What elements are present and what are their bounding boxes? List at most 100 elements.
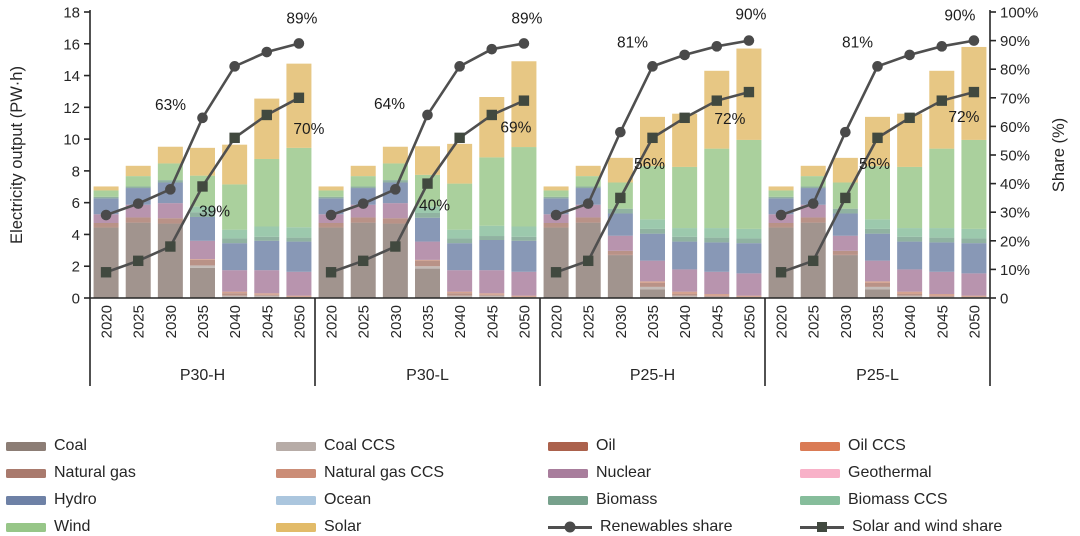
legend-swatch xyxy=(276,441,316,451)
bar-segment-hydro xyxy=(929,242,955,272)
legend-label: Natural gas xyxy=(54,464,136,481)
bar-segment-coal-ccs xyxy=(415,266,440,269)
left-tick-label: 12 xyxy=(63,100,80,117)
legend-label: Coal xyxy=(54,437,87,454)
bar-segment-coal-ccs xyxy=(897,295,923,298)
bar-segment-nuclear xyxy=(897,269,923,292)
bar-segment-nuclear xyxy=(415,241,440,260)
square-marker xyxy=(583,255,594,267)
share-annotation: 40% xyxy=(419,198,450,215)
bar-segment-biomass-ccs xyxy=(736,228,762,239)
circle-marker xyxy=(100,209,112,221)
bar-segment-natural-gas xyxy=(479,294,505,296)
circle-marker xyxy=(968,35,980,46)
year-label: 2030 xyxy=(838,305,855,338)
bar-segment-natural-gas xyxy=(768,223,794,227)
bar-segment-wind xyxy=(961,139,987,229)
bar-segment-natural-gas-ccs xyxy=(736,295,762,297)
legend-item-coal-ccs: Coal CCS xyxy=(276,437,395,455)
bar-segment-natural-gas xyxy=(640,282,665,287)
square-marker xyxy=(679,112,690,124)
square-marker xyxy=(165,241,176,252)
bar-segment-natural-gas xyxy=(704,295,730,297)
left-tick-label: 6 xyxy=(72,195,80,212)
bar-segment-natural-gas xyxy=(800,217,826,223)
right-tick-label: 30% xyxy=(1000,205,1030,222)
bar-segment-nuclear xyxy=(736,273,762,296)
group-label-P30-L: P30-L xyxy=(406,367,449,384)
bar-segment-biomass xyxy=(736,238,762,244)
square-marker xyxy=(518,95,530,106)
bar-segment-coal xyxy=(832,255,858,298)
circle-marker xyxy=(647,61,658,72)
bar-segment-natural-gas-ccs xyxy=(897,291,923,295)
share-annotation: 81% xyxy=(842,34,873,51)
bar-segment-natural-gas-ccs xyxy=(961,295,987,297)
circle-marker xyxy=(711,41,723,52)
bar-segment-natural-gas-ccs xyxy=(511,295,537,297)
bar-segment-biomass xyxy=(543,196,569,199)
right-axis-ticks: 0 10% 20% 30% 40% 50% 60% 70% 80% 90% 100% xyxy=(990,5,1038,308)
legend-label: Natural gas CCS xyxy=(324,464,445,481)
square-marker xyxy=(390,241,401,252)
bar-segment-biomass xyxy=(286,237,312,242)
bar-segment-biomass-ccs xyxy=(190,206,215,213)
bar-segment-natural-gas xyxy=(607,250,633,255)
bar-segment-biomass xyxy=(190,212,215,217)
bar-segment-natural-gas xyxy=(575,217,601,223)
legend-swatch xyxy=(800,468,840,478)
circle-marker xyxy=(582,198,594,209)
share-annotation: 70% xyxy=(293,121,324,138)
bar-segment-hydro xyxy=(93,198,119,215)
bar-segment-wind xyxy=(93,190,119,197)
square-marker xyxy=(100,267,112,278)
bar-segment-natural-gas xyxy=(865,282,890,287)
bar-segment-nuclear xyxy=(222,270,248,292)
bar-segment-wind xyxy=(222,184,248,230)
legend-swatch xyxy=(548,468,588,478)
bar-segment-coal-ccs xyxy=(222,295,248,298)
bar-segment-solar xyxy=(382,146,408,164)
bar-segment-natural-gas xyxy=(125,217,151,223)
bar-segment-nuclear xyxy=(350,204,376,218)
bar-segment-coal xyxy=(157,223,183,298)
bar-segment-wind xyxy=(865,166,890,220)
legend-label: Oil CCS xyxy=(848,437,906,454)
share-lines-P30-L: 64% 89% 40% 69% xyxy=(325,10,543,278)
circle-marker xyxy=(936,41,948,52)
legend-label: Geothermal xyxy=(848,464,932,481)
share-annotation: 72% xyxy=(948,109,979,126)
bar-segment-natural-gas-ccs xyxy=(415,259,440,261)
year-label: 2020 xyxy=(549,305,566,338)
bar-segment-wind xyxy=(640,166,665,220)
bar-segment-biomass-ccs xyxy=(254,226,280,237)
circle-marker xyxy=(486,43,498,55)
square-marker xyxy=(872,132,883,144)
legend-label: Ocean xyxy=(324,491,372,508)
bar-segment-biomass xyxy=(832,208,858,214)
bar-segment-wind xyxy=(286,147,312,228)
bar-segment-nuclear xyxy=(382,203,408,219)
bar-segment-biomass xyxy=(479,236,505,241)
bar-segment-natural-gas-ccs xyxy=(447,291,473,294)
right-tick-label: 50% xyxy=(1000,148,1030,165)
bar-segment-nuclear xyxy=(479,270,505,294)
bar-segment-natural-gas-ccs xyxy=(222,291,248,294)
year-label: 2050 xyxy=(291,305,308,338)
bar-segment-nuclear xyxy=(607,235,633,251)
bar-segment-biomass xyxy=(704,237,730,243)
bar-segment-biomass xyxy=(318,196,344,199)
legend-item-ocean: Ocean xyxy=(276,491,371,509)
square-marker xyxy=(325,267,337,278)
bar-segment-coal xyxy=(382,223,408,298)
bar-segment-nuclear xyxy=(575,204,601,218)
year-label: 2040 xyxy=(902,305,919,338)
bar-segment-natural-gas xyxy=(832,250,858,255)
circle-marker xyxy=(840,126,851,138)
legend-item-biomass-ccs: Biomass CCS xyxy=(800,491,948,509)
bar-segment-nuclear xyxy=(961,273,987,296)
bar-segment-biomass-ccs xyxy=(961,228,987,239)
year-label: 2035 xyxy=(420,305,437,338)
group-label-P25-H: P25-H xyxy=(630,367,675,384)
circle-marker xyxy=(550,209,562,221)
